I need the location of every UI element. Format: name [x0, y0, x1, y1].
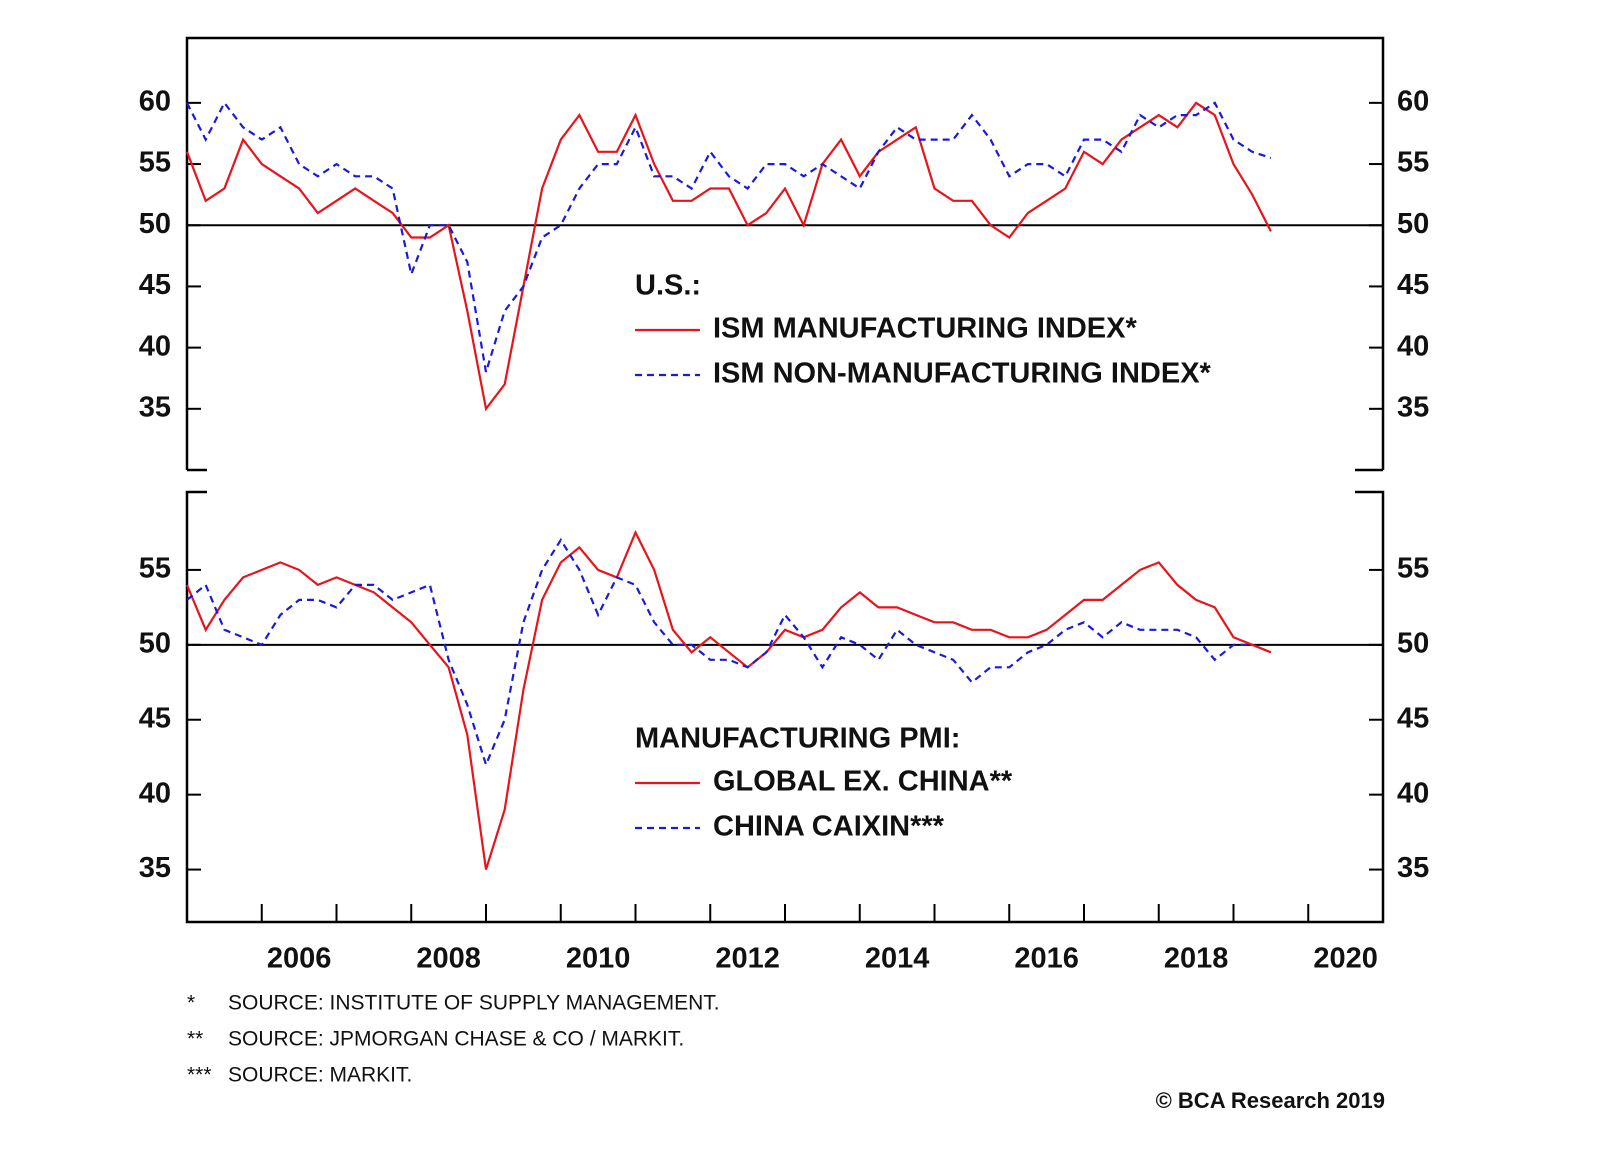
- legend-label: CHINA CAIXIN***: [713, 811, 945, 843]
- x-tick-label: 2012: [715, 943, 780, 975]
- footnote-mark: ***: [187, 1064, 212, 1087]
- y-tick-label: 50: [139, 627, 171, 659]
- y2-tick-label: 35: [1397, 391, 1429, 423]
- footnote-text: SOURCE: INSTITUTE OF SUPPLY MANAGEMENT.: [228, 992, 720, 1015]
- x-tick-label: 2020: [1313, 943, 1378, 975]
- series-line: [185, 101, 1272, 412]
- y2-tick-label: 40: [1397, 777, 1429, 809]
- y-tick-label: 35: [139, 852, 171, 884]
- series-line: [185, 529, 1272, 870]
- y-tick-label: 40: [139, 777, 171, 809]
- x-tick-label: 2014: [865, 943, 930, 975]
- x-tick-label: 2008: [416, 943, 481, 975]
- legend-title: MANUFACTURING PMI:: [635, 723, 960, 755]
- legend-label: GLOBAL EX. CHINA**: [713, 766, 1013, 798]
- legend-label: ISM NON-MANUFACTURING INDEX*: [713, 358, 1212, 390]
- y-tick-label: 45: [139, 269, 171, 301]
- y2-tick-label: 35: [1397, 852, 1429, 884]
- y-tick-label: 55: [139, 553, 171, 585]
- y-tick-label: 45: [139, 702, 171, 734]
- footnote-text: SOURCE: JPMORGAN CHASE & CO / MARKIT.: [228, 1028, 684, 1051]
- y2-tick-label: 50: [1397, 208, 1429, 240]
- footnote-text: SOURCE: MARKIT.: [228, 1064, 412, 1087]
- copyright: © BCA Research 2019: [1156, 1088, 1385, 1113]
- x-tick-label: 2006: [267, 943, 332, 975]
- x-tick-label: 2018: [1164, 943, 1229, 975]
- legend-title: U.S.:: [635, 270, 701, 302]
- y-tick-label: 40: [139, 330, 171, 362]
- bottom-panel-frame: [185, 490, 1385, 924]
- top-panel-frame: [185, 36, 1385, 472]
- y-tick-label: 55: [139, 147, 171, 179]
- x-tick-label: 2016: [1014, 943, 1079, 975]
- y2-tick-label: 60: [1397, 86, 1429, 118]
- y2-tick-label: 45: [1397, 702, 1429, 734]
- y-tick-label: 35: [139, 391, 171, 423]
- y2-tick-label: 40: [1397, 330, 1429, 362]
- footnote-mark: **: [187, 1028, 203, 1051]
- y2-tick-label: 55: [1397, 147, 1429, 179]
- y-tick-label: 60: [139, 86, 171, 118]
- y2-tick-label: 45: [1397, 269, 1429, 301]
- y2-tick-label: 50: [1397, 627, 1429, 659]
- series-line: [186, 100, 1272, 373]
- y2-tick-label: 55: [1397, 553, 1429, 585]
- legend-label: ISM MANUFACTURING INDEX*: [713, 313, 1137, 345]
- footnote-mark: *: [187, 992, 195, 1015]
- x-tick-label: 2010: [566, 943, 631, 975]
- y-tick-label: 50: [139, 208, 171, 240]
